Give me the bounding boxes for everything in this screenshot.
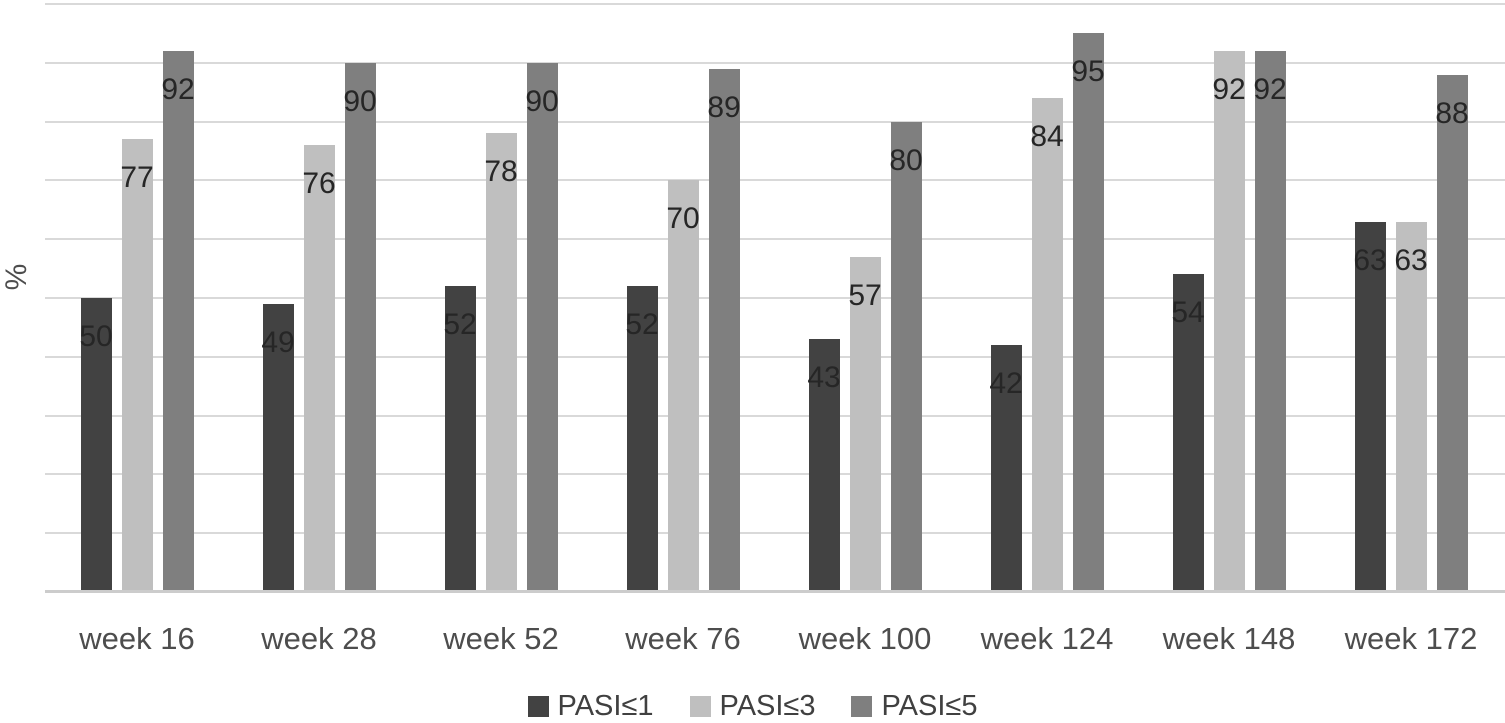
- bar-week-124-series-1: [991, 345, 1022, 592]
- bar-week-16-series-3: [163, 51, 194, 592]
- x-axis-label: week 172: [1344, 621, 1478, 656]
- legend-label: PASI≤1: [557, 690, 654, 722]
- x-axis-label: week 52: [443, 621, 559, 656]
- bar-week-124-series-2: [1032, 98, 1063, 592]
- bar-value-label: 95: [1071, 55, 1105, 88]
- x-axis-label: week 100: [798, 621, 932, 656]
- bar-week-76-series-2: [668, 180, 699, 592]
- legend-label: PASI≤5: [881, 690, 978, 722]
- legend-swatch-icon: [527, 695, 549, 717]
- bar-week-28-series-2: [304, 145, 335, 592]
- bar-value-label: 88: [1435, 97, 1469, 130]
- bar-week-100-series-3: [891, 122, 922, 592]
- bar-value-label: 52: [443, 308, 477, 341]
- x-axis-label: week 28: [261, 621, 377, 656]
- bar-value-label: 92: [161, 73, 195, 106]
- bar-week-76-series-3: [709, 69, 740, 592]
- gridline: [45, 473, 1505, 475]
- bar-week-100-series-2: [850, 257, 881, 592]
- bar-week-172-series-2: [1396, 222, 1427, 592]
- x-axis-label: week 148: [1162, 621, 1296, 656]
- bar-week-124-series-3: [1073, 33, 1104, 592]
- bar-week-28-series-3: [345, 63, 376, 592]
- bar-value-label: 50: [79, 320, 113, 353]
- legend: PASI≤1 PASI≤3 PASI≤5: [0, 691, 1505, 721]
- gridline: [45, 179, 1505, 181]
- bar-value-label: 78: [484, 155, 518, 188]
- x-axis-label: week 16: [79, 621, 195, 656]
- bar-week-16-series-2: [122, 139, 153, 592]
- bar-value-label: 52: [625, 308, 659, 341]
- bar-week-148-series-3: [1255, 51, 1286, 592]
- gridline: [45, 238, 1505, 240]
- gridline: [45, 121, 1505, 123]
- gridline: [45, 532, 1505, 534]
- bar-value-label: 77: [120, 161, 154, 194]
- bar-week-52-series-2: [486, 133, 517, 592]
- bar-value-label: 90: [343, 85, 377, 118]
- bar-week-16-series-1: [81, 298, 112, 592]
- gridline: [45, 356, 1505, 358]
- legend-item: PASI≤5: [851, 691, 977, 721]
- bar-week-52-series-1: [445, 286, 476, 592]
- gridline: [45, 3, 1505, 5]
- bar-value-label: 92: [1212, 73, 1246, 106]
- bar-week-148-series-2: [1214, 51, 1245, 592]
- legend-label: PASI≤3: [719, 690, 816, 722]
- bar-value-label: 70: [666, 202, 700, 235]
- legend-swatch-icon: [689, 695, 711, 717]
- bar-value-label: 89: [707, 91, 741, 124]
- gridline: [45, 415, 1505, 417]
- bar-week-172-series-3: [1437, 75, 1468, 592]
- bar-value-label: 92: [1253, 73, 1287, 106]
- gridline: [45, 62, 1505, 64]
- bar-value-label: 49: [261, 326, 295, 359]
- bar-value-label: 90: [525, 85, 559, 118]
- bar-value-label: 54: [1171, 296, 1205, 329]
- x-axis-label: week 124: [980, 621, 1114, 656]
- legend-swatch-icon: [851, 695, 873, 717]
- bar-value-label: 76: [302, 167, 336, 200]
- x-axis-label: week 76: [625, 621, 741, 656]
- bar-week-28-series-1: [263, 304, 294, 592]
- bar-value-label: 84: [1030, 120, 1064, 153]
- bar-week-52-series-3: [527, 63, 558, 592]
- bar-value-label: 42: [989, 367, 1023, 400]
- legend-item: PASI≤3: [689, 690, 816, 722]
- bar-week-148-series-1: [1173, 274, 1204, 592]
- bar-value-label: 57: [848, 279, 882, 312]
- bar-value-label: 80: [889, 144, 923, 177]
- bar-value-label: 43: [807, 361, 841, 394]
- gridline: [45, 297, 1505, 299]
- bar-week-100-series-1: [809, 339, 840, 592]
- bar-week-172-series-1: [1355, 222, 1386, 592]
- legend-item: PASI≤1: [527, 690, 654, 722]
- bar-week-76-series-1: [627, 286, 658, 592]
- bar-value-label: 63: [1394, 244, 1428, 277]
- y-axis-title: %: [0, 263, 33, 291]
- bar-value-label: 63: [1353, 244, 1387, 277]
- x-axis-line: [45, 590, 1505, 593]
